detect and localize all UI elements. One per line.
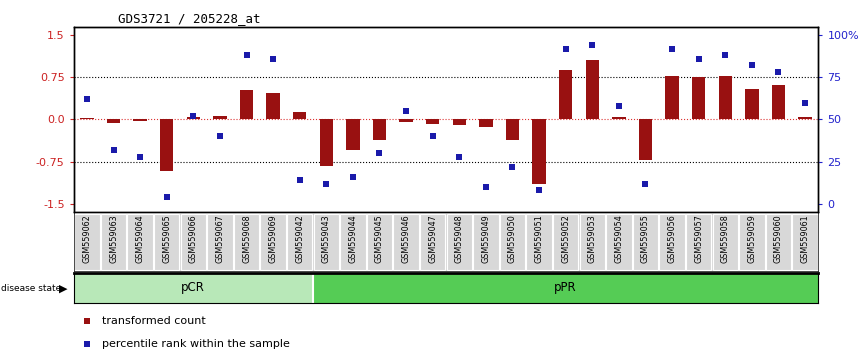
Text: GSM559061: GSM559061 <box>800 214 810 263</box>
Text: GSM559063: GSM559063 <box>109 214 118 263</box>
Text: GSM559044: GSM559044 <box>348 214 358 263</box>
Bar <box>267 93 280 120</box>
Text: GSM559051: GSM559051 <box>534 214 544 263</box>
Text: GSM559068: GSM559068 <box>242 214 251 263</box>
FancyBboxPatch shape <box>180 213 206 270</box>
Text: transformed count: transformed count <box>102 316 205 326</box>
Text: GSM559069: GSM559069 <box>268 214 278 263</box>
FancyBboxPatch shape <box>420 213 445 270</box>
Bar <box>213 116 227 120</box>
Bar <box>533 120 546 184</box>
FancyBboxPatch shape <box>393 213 419 270</box>
FancyBboxPatch shape <box>366 213 392 270</box>
Text: percentile rank within the sample: percentile rank within the sample <box>102 339 290 349</box>
Text: GSM559048: GSM559048 <box>455 214 464 263</box>
FancyBboxPatch shape <box>287 213 313 270</box>
Text: GSM559052: GSM559052 <box>561 214 570 263</box>
Bar <box>107 120 120 124</box>
Text: GSM559045: GSM559045 <box>375 214 384 263</box>
Bar <box>74 242 313 303</box>
Bar <box>320 120 333 166</box>
Text: GSM559056: GSM559056 <box>668 214 676 263</box>
Bar <box>346 120 359 150</box>
Text: GSM559047: GSM559047 <box>428 214 437 263</box>
Bar <box>293 112 307 120</box>
Text: GSM559050: GSM559050 <box>508 214 517 263</box>
Text: GSM559066: GSM559066 <box>189 214 197 263</box>
Bar <box>692 77 705 120</box>
Bar <box>160 120 173 171</box>
Text: GSM559053: GSM559053 <box>588 214 597 263</box>
FancyBboxPatch shape <box>527 213 552 270</box>
Bar <box>772 85 785 120</box>
Text: GSM559057: GSM559057 <box>695 214 703 263</box>
FancyBboxPatch shape <box>500 213 526 270</box>
Text: pCR: pCR <box>181 281 205 294</box>
FancyBboxPatch shape <box>553 213 578 270</box>
Text: GSM559060: GSM559060 <box>774 214 783 263</box>
FancyBboxPatch shape <box>207 213 233 270</box>
FancyBboxPatch shape <box>739 213 765 270</box>
Bar <box>719 75 732 120</box>
Bar <box>612 117 625 120</box>
Text: GSM559067: GSM559067 <box>216 214 224 263</box>
Bar <box>798 117 811 120</box>
FancyBboxPatch shape <box>100 213 126 270</box>
Bar <box>399 120 413 122</box>
FancyBboxPatch shape <box>127 213 153 270</box>
Text: GSM559058: GSM559058 <box>721 214 730 263</box>
FancyBboxPatch shape <box>74 213 100 270</box>
Text: GSM559046: GSM559046 <box>402 214 410 263</box>
FancyBboxPatch shape <box>313 213 339 270</box>
FancyBboxPatch shape <box>154 213 179 270</box>
Bar <box>746 88 759 120</box>
FancyBboxPatch shape <box>340 213 365 270</box>
Text: GSM559064: GSM559064 <box>136 214 145 263</box>
Bar <box>559 70 572 120</box>
FancyBboxPatch shape <box>447 213 472 270</box>
Text: GSM559062: GSM559062 <box>82 214 92 263</box>
Text: disease state: disease state <box>1 284 61 293</box>
Bar <box>479 120 493 127</box>
Bar <box>453 120 466 125</box>
Bar <box>506 120 519 140</box>
FancyBboxPatch shape <box>792 213 818 270</box>
Bar <box>426 120 439 124</box>
Text: GDS3721 / 205228_at: GDS3721 / 205228_at <box>119 12 261 25</box>
Bar <box>81 118 94 120</box>
Text: GSM559065: GSM559065 <box>162 214 171 263</box>
FancyBboxPatch shape <box>633 213 658 270</box>
Bar <box>373 120 386 140</box>
Text: GSM559059: GSM559059 <box>747 214 756 263</box>
Text: ▶: ▶ <box>59 284 68 293</box>
FancyBboxPatch shape <box>234 213 259 270</box>
Bar <box>313 242 818 303</box>
Bar <box>240 90 253 120</box>
FancyBboxPatch shape <box>606 213 631 270</box>
FancyBboxPatch shape <box>579 213 605 270</box>
Text: GSM559043: GSM559043 <box>322 214 331 263</box>
Text: pPR: pPR <box>554 281 577 294</box>
FancyBboxPatch shape <box>766 213 792 270</box>
FancyBboxPatch shape <box>713 213 738 270</box>
FancyBboxPatch shape <box>261 213 286 270</box>
FancyBboxPatch shape <box>659 213 685 270</box>
Text: GSM559049: GSM559049 <box>481 214 490 263</box>
Bar <box>187 117 200 120</box>
Bar <box>639 120 652 160</box>
FancyBboxPatch shape <box>686 213 712 270</box>
Text: GSM559042: GSM559042 <box>295 214 304 263</box>
Bar <box>585 60 599 120</box>
Text: GSM559055: GSM559055 <box>641 214 650 263</box>
Bar <box>665 75 679 120</box>
FancyBboxPatch shape <box>473 213 499 270</box>
Bar <box>133 120 146 121</box>
Text: GSM559054: GSM559054 <box>614 214 624 263</box>
